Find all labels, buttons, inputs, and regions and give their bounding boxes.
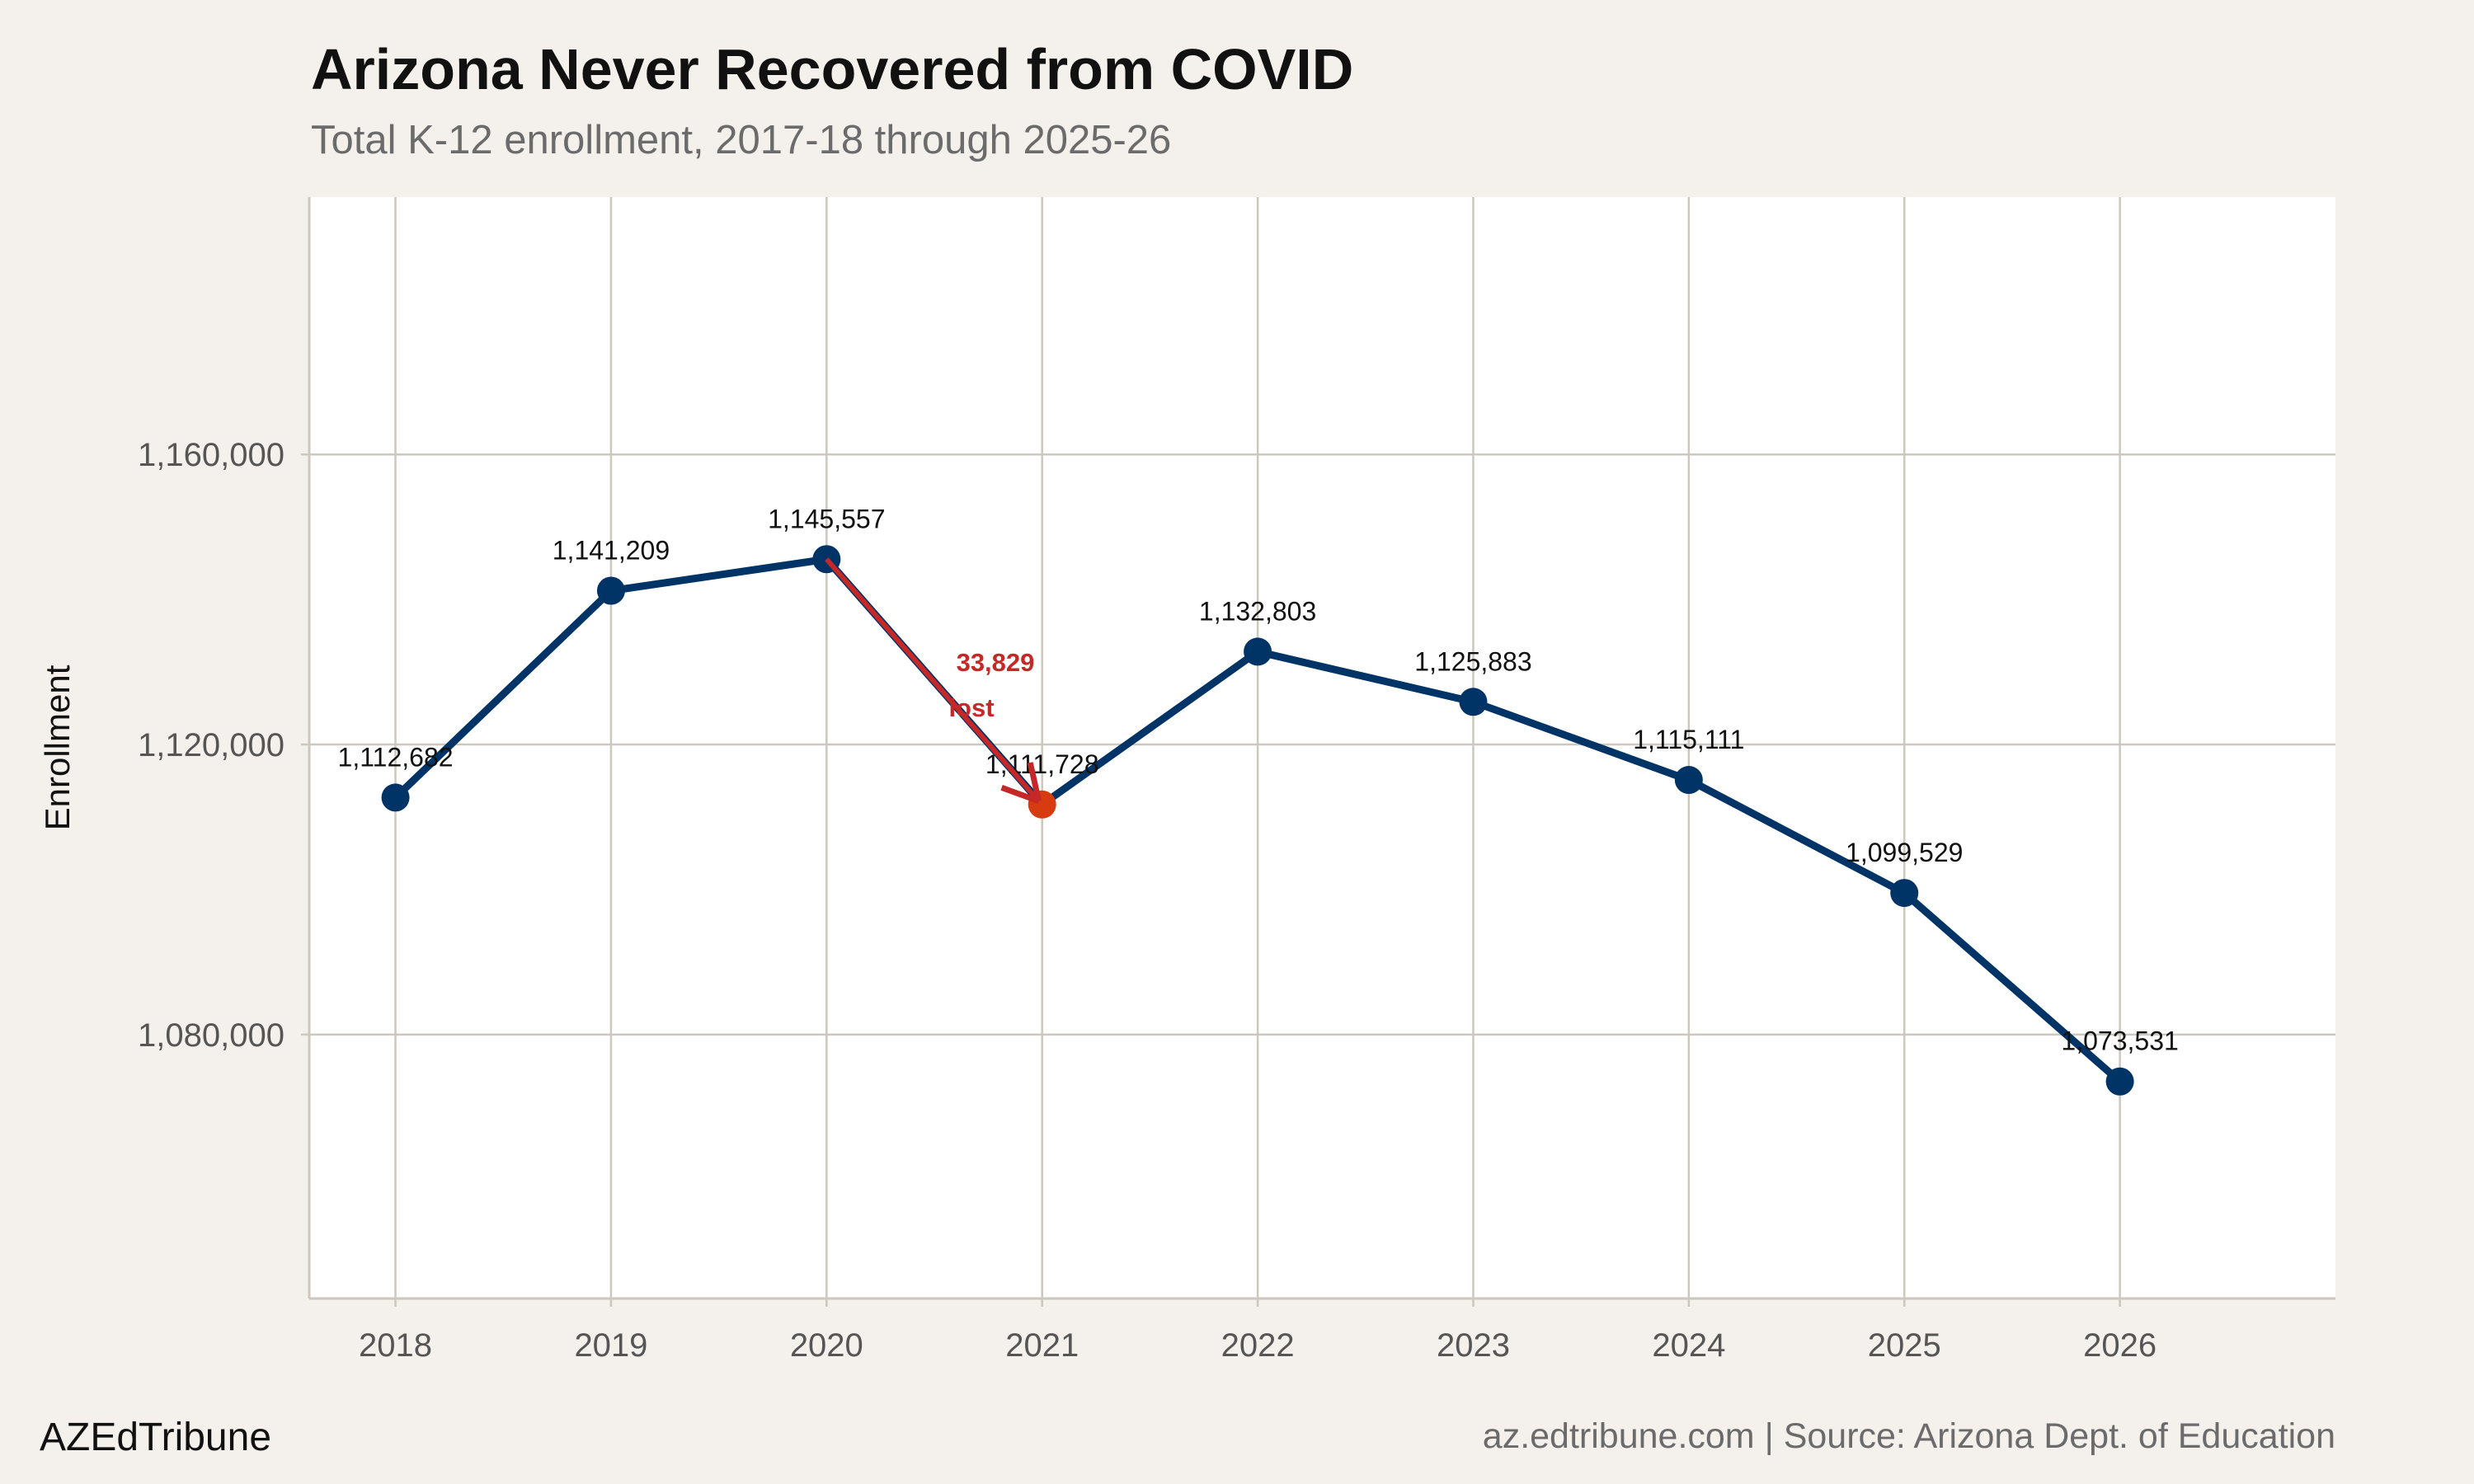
y-tick-label: 1,160,000: [138, 437, 285, 473]
brand-logo-text: AZEdTribune: [40, 1416, 272, 1459]
x-tick-label: 2019: [574, 1327, 647, 1364]
x-tick-label: 2025: [1868, 1327, 1941, 1364]
data-point: [381, 783, 410, 812]
x-tick-label: 2023: [1437, 1327, 1510, 1364]
data-label: 1,125,883: [1414, 646, 1531, 676]
annotation: 33,829 lost: [825, 557, 1042, 805]
x-tick-label: 2020: [790, 1327, 863, 1364]
data-label: 1,099,529: [1846, 838, 1963, 867]
data-labels: 1,112,682 1,141,209 1,145,557 1,111,728 1,13…: [338, 504, 2179, 1055]
source-credit: az.edtribune.com | Source: Arizona Dept.…: [1482, 1416, 2335, 1456]
chart-subtitle: Total K-12 enrollment, 2017-18 through 2…: [311, 118, 1172, 162]
data-point: [2105, 1067, 2134, 1096]
data-label: 1,145,557: [768, 504, 885, 533]
x-tick-label: 2022: [1221, 1327, 1295, 1364]
data-point: [596, 576, 625, 605]
data-point: [1890, 879, 1919, 908]
annotation-arrow: [825, 557, 1041, 803]
data-label: 1,112,682: [338, 742, 454, 772]
annotation-text: 33,829: [957, 648, 1035, 677]
data-point: [1459, 688, 1488, 716]
x-tick-label: 2018: [359, 1327, 432, 1364]
annotation-arrowhead: [1027, 762, 1042, 802]
data-label: 1,141,209: [553, 536, 670, 566]
x-tick-label: 2021: [1005, 1327, 1079, 1364]
x-tick-label: 2026: [2083, 1327, 2157, 1364]
y-tick-label: 1,120,000: [138, 727, 285, 763]
plot-panel: [309, 197, 2335, 1298]
annotation-arrowhead: [1000, 785, 1040, 805]
data-label: 1,111,728: [985, 749, 1099, 779]
x-tick-label: 2024: [1652, 1327, 1725, 1364]
y-tick-label: 1,080,000: [138, 1017, 285, 1054]
data-point: [1244, 637, 1272, 666]
data-label: 1,132,803: [1199, 596, 1316, 626]
data-point: [1674, 766, 1703, 795]
series: [381, 545, 2134, 1096]
data-label: 1,115,111: [1633, 725, 1744, 754]
data-label: 1,073,531: [2061, 1026, 2178, 1056]
axes: 2018 2019 2020 2021 2022 2023 2024 2025 2026 1,08…: [138, 197, 2335, 1364]
annotation-text: lost: [948, 693, 994, 722]
grid: [301, 197, 2335, 1307]
chart-title: Arizona Never Recovered from COVID: [311, 37, 1354, 101]
y-axis-label: Enrollment: [38, 665, 77, 830]
